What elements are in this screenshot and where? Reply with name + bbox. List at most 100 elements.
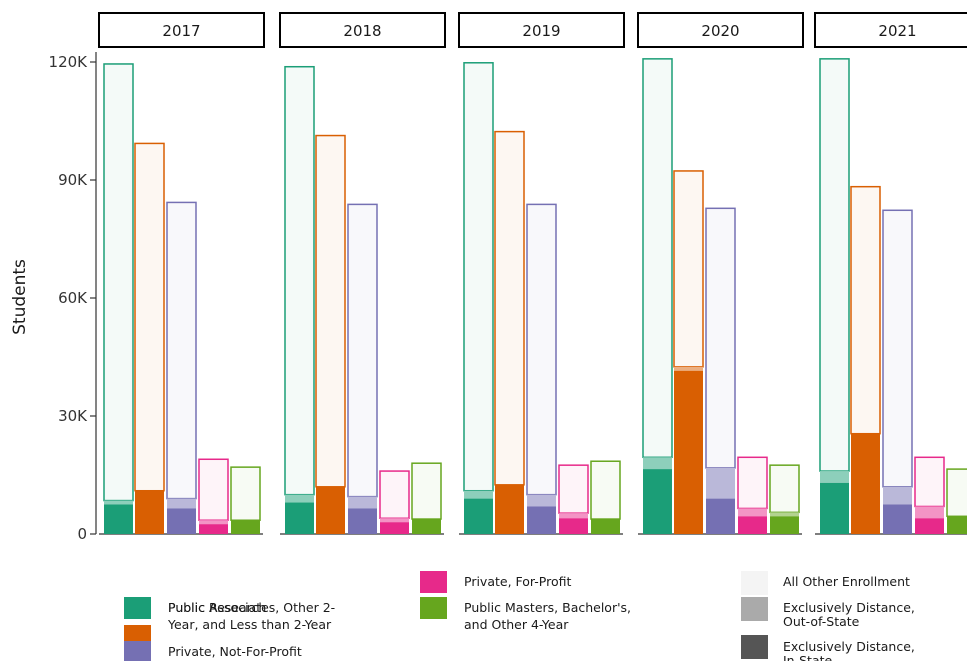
bar-segment-out-of-state xyxy=(464,490,493,499)
bar-segment-out-of-state xyxy=(820,471,849,483)
legend-swatch xyxy=(124,597,151,619)
legend-item-sector: Private, For-Profit xyxy=(420,571,571,593)
bar-2021-0 xyxy=(819,58,850,534)
bar-2020-2 xyxy=(705,207,736,534)
legend-item-enrollment: Exclusively Distance, Out-of-State xyxy=(741,597,915,629)
y-axis-title: Students xyxy=(10,259,30,335)
legend-swatch xyxy=(420,571,447,593)
legend-swatch xyxy=(741,571,768,595)
bar-segment-out-of-state xyxy=(559,513,588,519)
bar-2020-0 xyxy=(642,58,673,534)
facet-2018: 2018 xyxy=(279,12,446,535)
bar-2017-2 xyxy=(166,201,197,534)
bar-segment-in-state xyxy=(527,506,556,534)
bar-segment-all-other xyxy=(673,170,704,368)
bar-segment-all-other xyxy=(494,130,525,486)
bar-segment-out-of-state xyxy=(883,486,912,505)
legend-label: All Other Enrollment xyxy=(783,574,910,589)
facet-strip xyxy=(814,12,967,48)
bar-2019-1 xyxy=(494,130,525,534)
bar-segment-out-of-state xyxy=(527,494,556,507)
bar-segment-all-other xyxy=(379,470,410,520)
legend-item-sector: Public Associates, Other 2-Year, and Les… xyxy=(124,600,335,647)
legend-label: Private, For-Profit xyxy=(464,574,571,589)
bar-segment-in-state xyxy=(231,520,260,534)
bar-segment-all-other xyxy=(134,142,165,492)
bar-segment-in-state xyxy=(851,433,880,534)
bar-segment-in-state xyxy=(495,484,524,534)
bar-segment-in-state xyxy=(706,498,735,534)
bar-segment-out-of-state xyxy=(348,496,377,509)
legend-swatch xyxy=(420,597,447,619)
bar-segment-in-state xyxy=(915,518,944,534)
bar-segment-in-state xyxy=(591,519,620,534)
facet-strip xyxy=(637,12,804,48)
facet-2021: 2021 xyxy=(814,12,967,535)
bar-segment-in-state xyxy=(770,516,799,534)
facet-label: 2017 xyxy=(162,22,200,40)
bar-segment-all-other xyxy=(198,458,229,521)
legend-item-sector: Private, Not-For-Profit xyxy=(124,641,302,661)
bar-segment-all-other xyxy=(642,58,673,459)
legend-item-sector: Public Research xyxy=(124,597,266,619)
bar-segment-in-state xyxy=(820,482,849,534)
facet-strip xyxy=(98,12,265,48)
bar-segment-out-of-state xyxy=(104,500,133,505)
bar-segment-all-other xyxy=(526,203,557,496)
facet-strip xyxy=(279,12,446,48)
bar-segment-in-state xyxy=(643,469,672,534)
bar-2020-1 xyxy=(673,170,704,534)
legend-item-enrollment: Exclusively Distance, In-State xyxy=(741,635,915,661)
bar-2017-3 xyxy=(198,458,229,534)
bar-segment-all-other xyxy=(315,134,346,488)
bar-segment-in-state xyxy=(380,522,409,534)
bar-2019-4 xyxy=(590,460,621,534)
bar-segment-out-of-state xyxy=(770,512,799,517)
facet-strip xyxy=(458,12,625,48)
legend-label: Private, Not-For-Profit xyxy=(168,644,302,659)
legend-label: Public Research xyxy=(168,600,266,615)
bar-2017-0 xyxy=(103,63,134,534)
bar-segment-out-of-state xyxy=(738,508,767,517)
y-tick-label: 60K xyxy=(58,289,88,307)
bar-2021-1 xyxy=(850,185,881,534)
bar-segment-all-other xyxy=(590,460,621,520)
bar-2019-0 xyxy=(463,62,494,534)
bar-segment-all-other xyxy=(166,201,197,500)
bar-2018-4 xyxy=(411,462,442,534)
y-tick-label: 0 xyxy=(77,525,87,543)
bar-segment-in-state xyxy=(199,524,228,534)
legend-swatch xyxy=(741,597,768,621)
bar-segment-all-other xyxy=(103,63,134,502)
bar-2019-2 xyxy=(526,203,557,534)
legend-label: Public Masters, Bachelor's, and Other 4-Y… xyxy=(464,600,631,632)
bar-2017-4 xyxy=(230,466,261,534)
facet-2019: 2019 xyxy=(458,12,625,535)
bar-segment-all-other xyxy=(284,65,315,496)
legend-swatch xyxy=(124,641,151,661)
facet-label: 2019 xyxy=(522,22,560,40)
bar-segment-in-state xyxy=(316,486,345,534)
bar-segment-all-other xyxy=(819,58,850,472)
facet-2020: 2020 xyxy=(637,12,804,535)
bar-segment-in-state xyxy=(285,502,314,534)
bar-2021-3 xyxy=(914,456,945,534)
bar-2018-1 xyxy=(315,134,346,534)
bar-segment-in-state xyxy=(135,490,164,534)
bar-segment-all-other xyxy=(411,462,442,520)
bar-segment-in-state xyxy=(883,504,912,534)
bar-segment-in-state xyxy=(348,508,377,534)
bar-segment-in-state xyxy=(104,504,133,534)
bar-segment-out-of-state xyxy=(199,520,228,525)
bar-segment-out-of-state xyxy=(706,467,735,499)
bar-segment-all-other xyxy=(946,468,967,518)
bar-2021-4 xyxy=(946,468,967,534)
y-tick-label: 120K xyxy=(49,53,89,71)
bar-segment-all-other xyxy=(850,185,881,435)
bar-segment-all-other xyxy=(463,62,494,492)
bar-2020-4 xyxy=(769,464,800,534)
bar-segment-in-state xyxy=(167,508,196,534)
bar-segment-all-other xyxy=(882,209,913,488)
bar-segment-all-other xyxy=(737,456,768,510)
